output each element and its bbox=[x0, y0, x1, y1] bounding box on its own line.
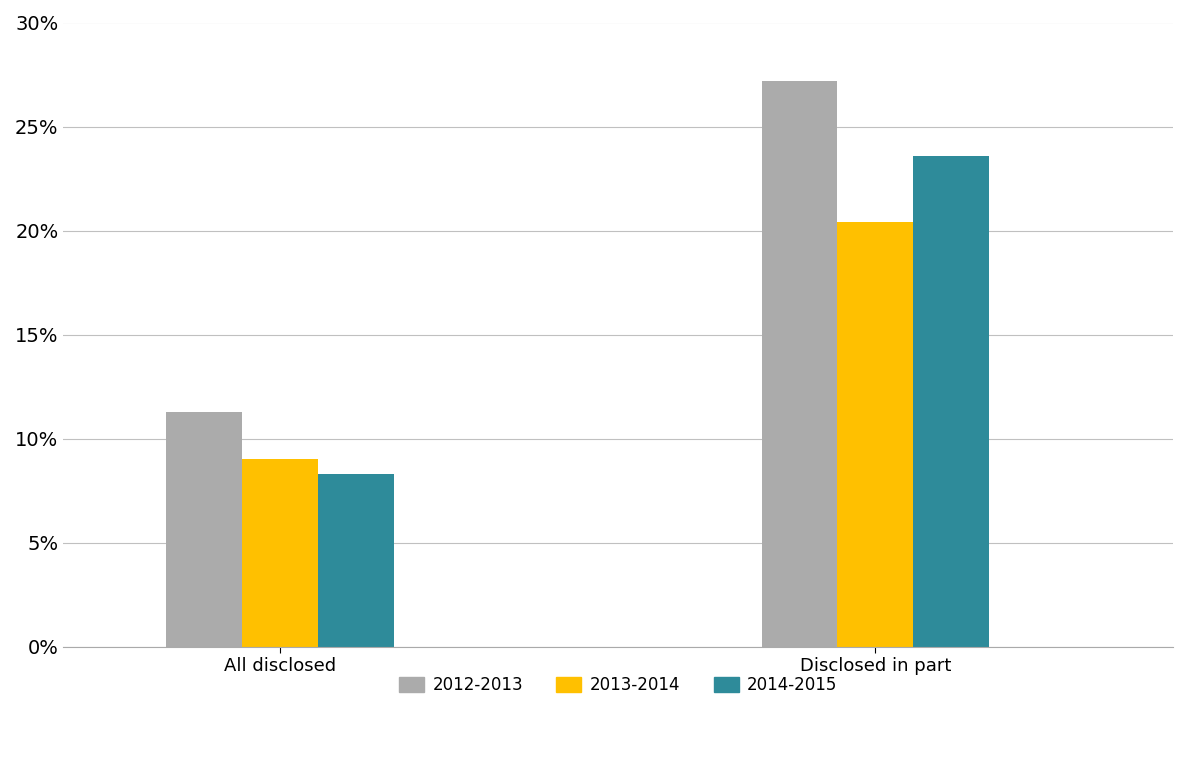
Bar bbox=[762, 81, 838, 646]
Bar bbox=[838, 223, 914, 646]
Bar bbox=[914, 156, 988, 646]
Bar bbox=[166, 412, 242, 646]
Bar bbox=[317, 474, 393, 646]
Bar bbox=[242, 459, 317, 646]
Legend: 2012-2013, 2013-2014, 2014-2015: 2012-2013, 2013-2014, 2014-2015 bbox=[392, 669, 843, 701]
